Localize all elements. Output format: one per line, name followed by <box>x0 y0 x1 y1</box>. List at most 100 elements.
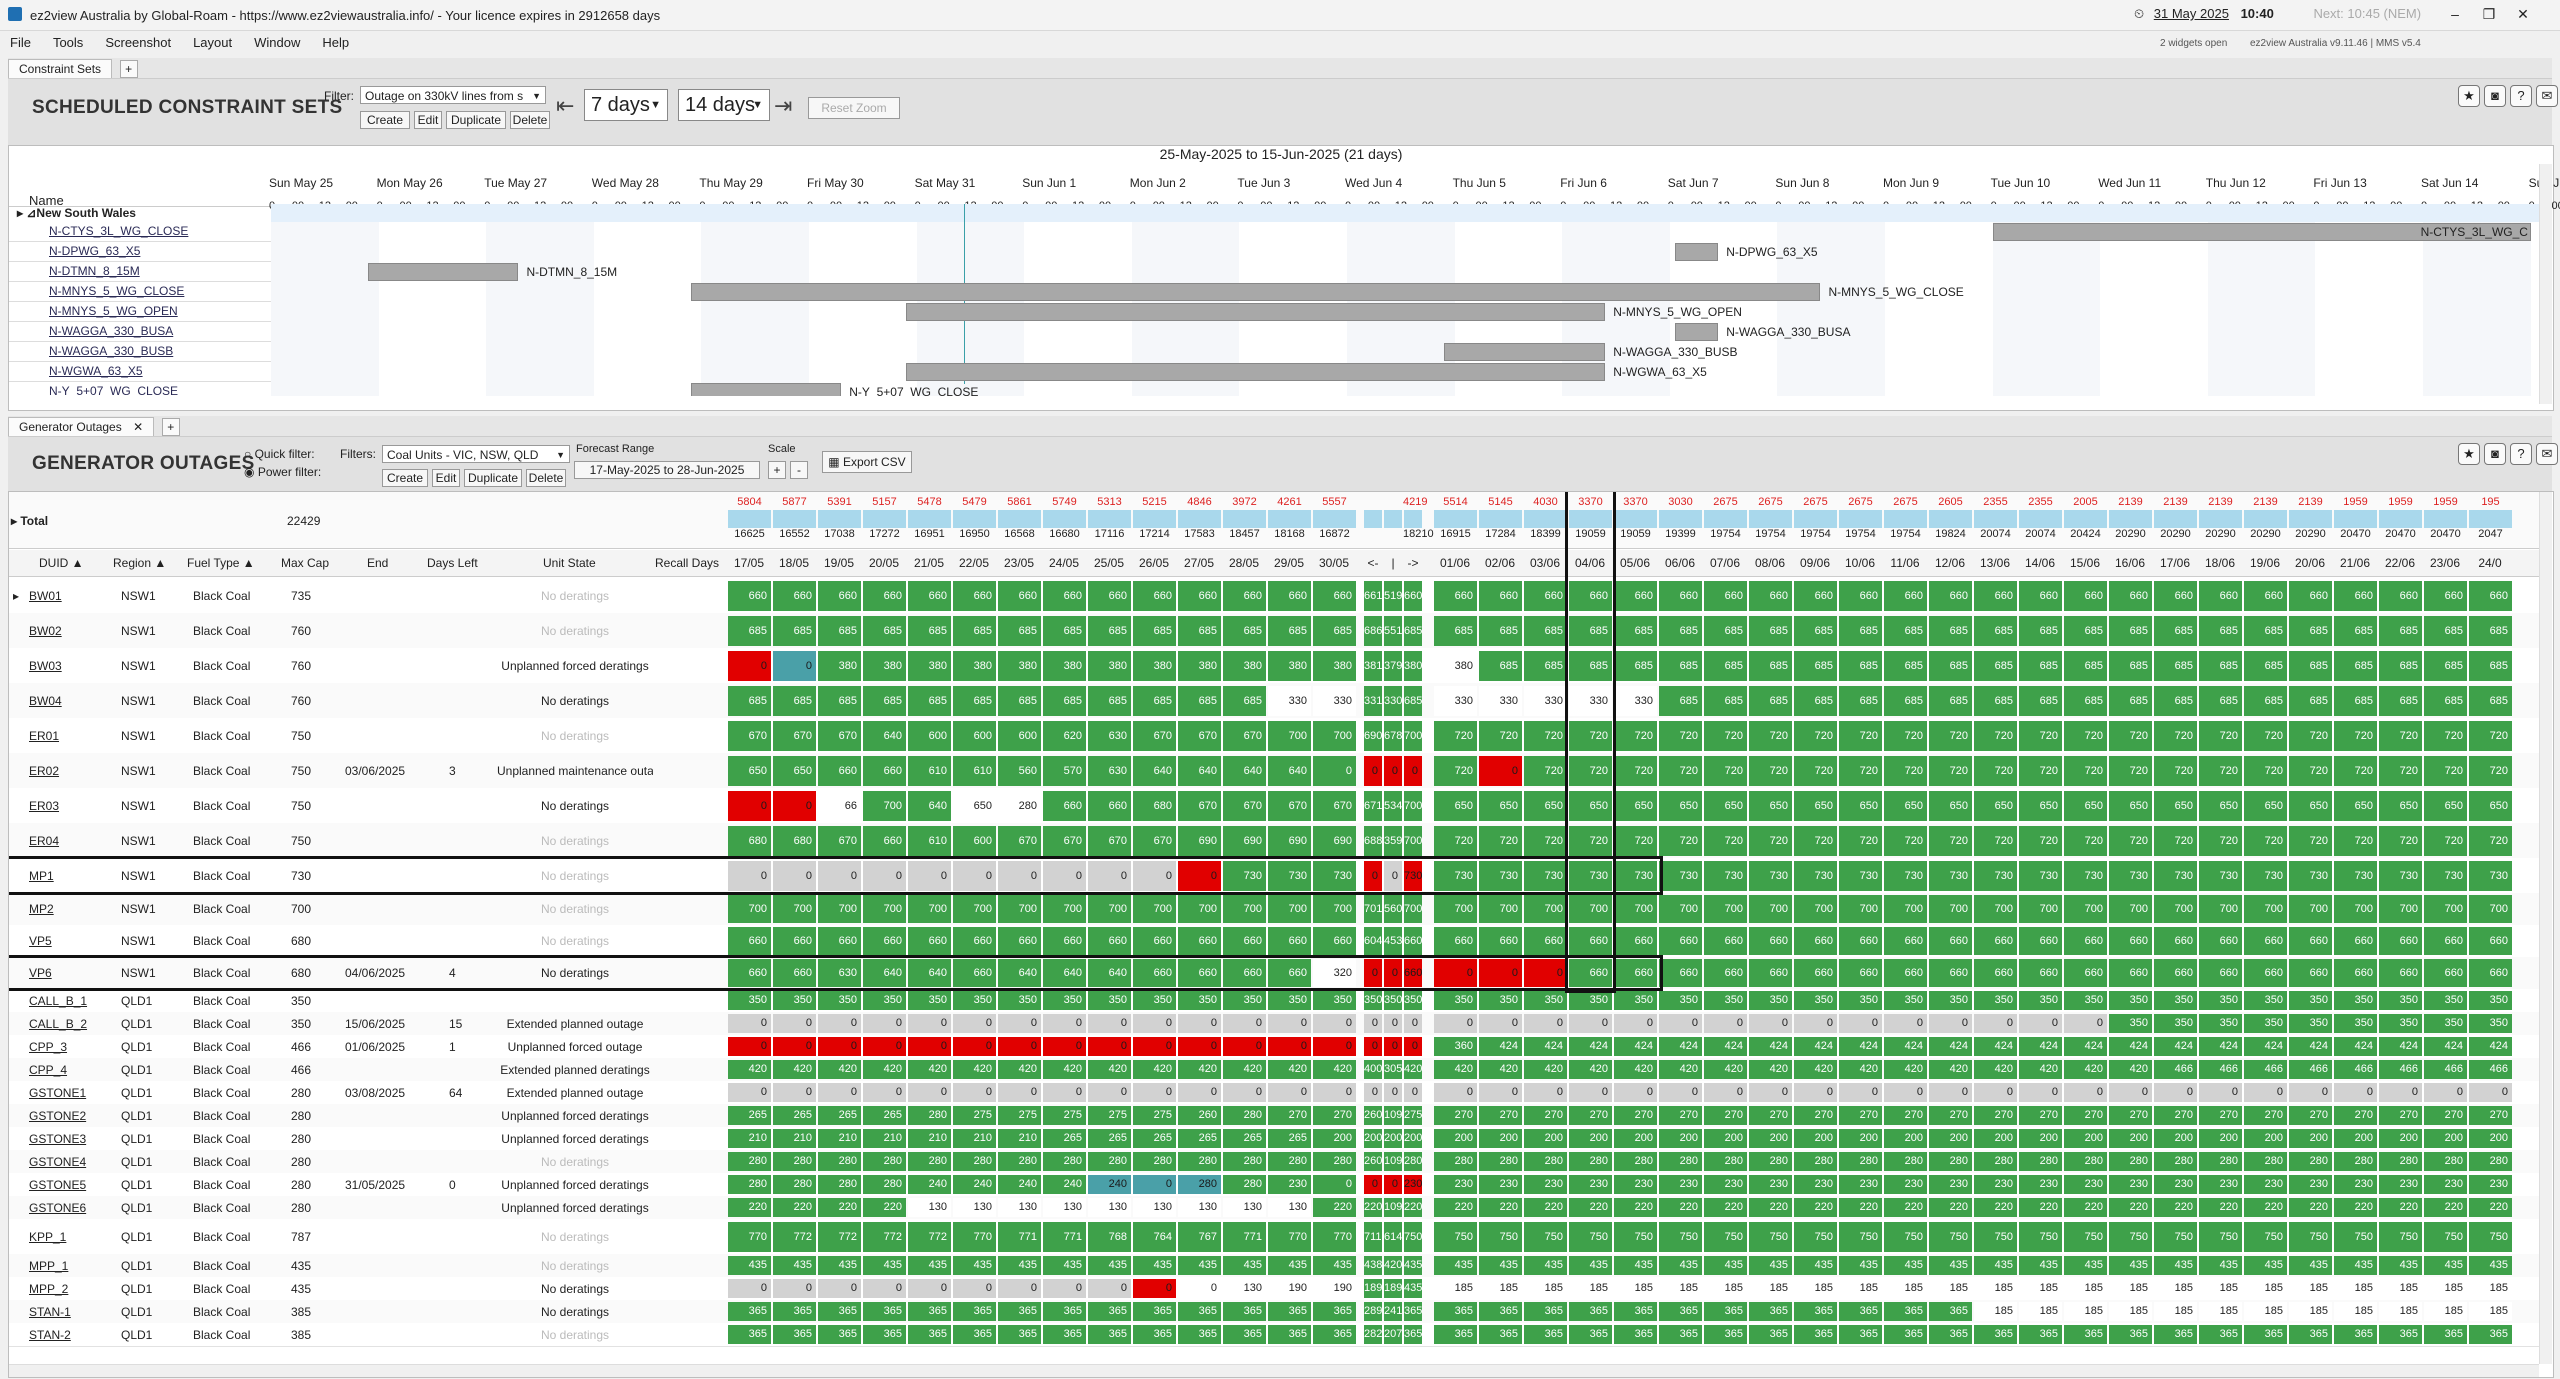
jump-end-icon[interactable]: ⇥ <box>774 93 793 118</box>
history-cell[interactable]: 420 <box>728 1060 771 1079</box>
forecast-cell[interactable]: 185 <box>2289 1302 2332 1321</box>
date-column-header[interactable]: 03/06 <box>1529 556 1561 570</box>
forecast-cell[interactable]: 185 <box>2109 1279 2152 1298</box>
forecast-cell[interactable]: 0 <box>2019 1014 2062 1033</box>
forecast-cell[interactable]: 185 <box>2199 1302 2242 1321</box>
forecast-cell[interactable]: 0 <box>1884 1014 1927 1033</box>
current-cell[interactable]: 379 <box>1384 650 1402 681</box>
history-cell[interactable]: 0 <box>1268 1037 1311 1056</box>
date-column-header[interactable]: 19/06 <box>2249 556 2281 570</box>
history-cell[interactable]: 275 <box>953 1106 996 1125</box>
forecast-cell[interactable]: 280 <box>1569 1152 1612 1171</box>
history-cell[interactable]: 660 <box>818 927 861 955</box>
forecast-cell[interactable]: 720 <box>1524 720 1567 751</box>
history-cell[interactable]: 280 <box>908 1152 951 1171</box>
date-column-header[interactable]: 08/06 <box>1754 556 1786 570</box>
forecast-cell[interactable]: 270 <box>2154 1106 2197 1125</box>
forecast-cell[interactable]: 350 <box>1839 991 1882 1010</box>
forecast-cell[interactable]: 650 <box>2469 790 2512 821</box>
forecast-cell[interactable]: 350 <box>2424 1014 2467 1033</box>
history-cell[interactable]: 630 <box>818 959 861 987</box>
current-cell[interactable]: 230 <box>1404 1175 1422 1194</box>
forecast-cell[interactable]: 200 <box>1614 1129 1657 1148</box>
history-cell[interactable]: 0 <box>1313 755 1356 786</box>
current-cell[interactable]: 200 <box>1384 1129 1402 1148</box>
history-cell[interactable]: 772 <box>908 1221 951 1252</box>
history-cell[interactable]: 0 <box>773 650 816 681</box>
column-header-fuel-type[interactable]: Fuel Type ▲ <box>187 556 255 570</box>
history-cell[interactable]: 660 <box>1313 927 1356 955</box>
history-cell[interactable]: 680 <box>773 825 816 856</box>
forecast-cell[interactable]: 0 <box>2334 1083 2377 1102</box>
forecast-cell[interactable]: 435 <box>2424 1256 2467 1275</box>
history-cell[interactable]: 670 <box>1223 790 1266 821</box>
history-cell[interactable]: 420 <box>818 1060 861 1079</box>
history-cell[interactable]: 660 <box>1223 927 1266 955</box>
history-cell[interactable]: 685 <box>773 685 816 716</box>
history-cell[interactable]: 130 <box>908 1198 951 1217</box>
forecast-cell[interactable]: 750 <box>2064 1221 2107 1252</box>
current-cell[interactable]: 688 <box>1364 825 1382 856</box>
forecast-cell[interactable]: 685 <box>1929 685 1972 716</box>
forecast-cell[interactable]: 424 <box>2379 1037 2422 1056</box>
forecast-cell[interactable]: 350 <box>1434 991 1477 1010</box>
forecast-cell[interactable]: 720 <box>2424 755 2467 786</box>
history-cell[interactable]: 380 <box>863 650 906 681</box>
forecast-cell[interactable]: 365 <box>1749 1325 1792 1344</box>
history-cell[interactable]: 771 <box>1043 1221 1086 1252</box>
forecast-cell[interactable]: 660 <box>2064 927 2107 955</box>
history-cell[interactable]: 280 <box>1178 1152 1221 1171</box>
history-cell[interactable]: 380 <box>1133 650 1176 681</box>
forecast-cell[interactable]: 350 <box>2019 991 2062 1010</box>
history-cell[interactable]: 660 <box>728 927 771 955</box>
forecast-cell[interactable]: 685 <box>1974 615 2017 646</box>
forecast-cell[interactable]: 730 <box>2244 860 2287 891</box>
forecast-cell[interactable]: 685 <box>2424 650 2467 681</box>
forecast-cell[interactable]: 720 <box>1479 825 1522 856</box>
history-cell[interactable]: 0 <box>818 860 861 891</box>
forecast-cell[interactable]: 350 <box>1974 991 2017 1010</box>
forecast-cell[interactable]: 220 <box>1794 1198 1837 1217</box>
history-cell[interactable]: 700 <box>773 895 816 923</box>
forecast-cell[interactable]: 280 <box>2199 1152 2242 1171</box>
history-cell[interactable]: 0 <box>1268 1083 1311 1102</box>
forecast-cell[interactable]: 280 <box>1929 1152 1972 1171</box>
forecast-cell[interactable]: 420 <box>2109 1060 2152 1079</box>
forecast-cell[interactable]: 466 <box>2199 1060 2242 1079</box>
date-column-header[interactable]: 17/05 <box>733 556 765 570</box>
forecast-cell[interactable]: 660 <box>1569 959 1612 987</box>
forecast-cell[interactable]: 0 <box>1884 1083 1927 1102</box>
forecast-cell[interactable]: 720 <box>2469 755 2512 786</box>
current-cell[interactable]: 685 <box>1404 615 1422 646</box>
duid-cell[interactable]: VP5 <box>29 934 52 948</box>
history-cell[interactable]: 210 <box>773 1129 816 1148</box>
forecast-cell[interactable]: 230 <box>1524 1175 1567 1194</box>
forecast-cell[interactable]: 435 <box>1749 1256 1792 1275</box>
forecast-cell[interactable]: 435 <box>1839 1256 1882 1275</box>
forecast-cell[interactable]: 185 <box>2154 1302 2197 1321</box>
forecast-cell[interactable]: 720 <box>1929 755 1972 786</box>
forecast-cell[interactable]: 280 <box>1704 1152 1747 1171</box>
current-cell[interactable]: 0 <box>1364 1037 1382 1056</box>
forecast-cell[interactable]: 660 <box>1569 927 1612 955</box>
current-cell[interactable]: 331 <box>1364 685 1382 716</box>
history-cell[interactable]: 435 <box>998 1256 1041 1275</box>
history-cell[interactable]: 0 <box>818 1279 861 1298</box>
forecast-cell[interactable]: 435 <box>1794 1256 1837 1275</box>
duid-cell[interactable]: BW03 <box>29 658 62 673</box>
history-cell[interactable]: 220 <box>863 1198 906 1217</box>
forecast-cell[interactable]: 424 <box>2469 1037 2512 1056</box>
forecast-cell[interactable]: 220 <box>2064 1198 2107 1217</box>
history-cell[interactable]: 365 <box>728 1325 771 1344</box>
forecast-cell[interactable]: 365 <box>1569 1302 1612 1321</box>
history-cell[interactable]: 435 <box>953 1256 996 1275</box>
history-cell[interactable]: 660 <box>863 755 906 786</box>
forecast-cell[interactable]: 720 <box>2064 825 2107 856</box>
forecast-cell[interactable]: 685 <box>1704 615 1747 646</box>
date-column-header[interactable]: 06/06 <box>1664 556 1696 570</box>
forecast-cell[interactable]: 730 <box>1524 860 1567 891</box>
forecast-cell[interactable]: 720 <box>1614 720 1657 751</box>
history-cell[interactable]: 700 <box>998 895 1041 923</box>
history-cell[interactable]: 600 <box>953 825 996 856</box>
current-cell[interactable]: 671 <box>1364 790 1382 821</box>
